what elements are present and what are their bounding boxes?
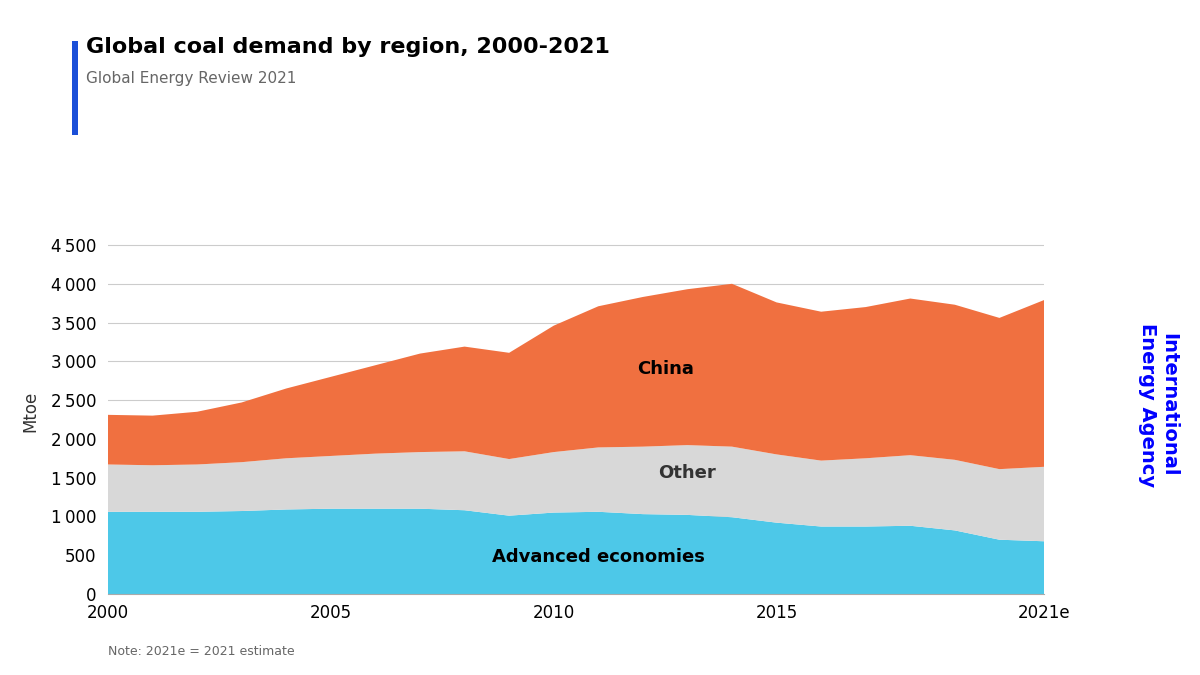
Text: Advanced economies: Advanced economies xyxy=(492,548,704,566)
Text: International
Energy Agency: International Energy Agency xyxy=(1138,323,1178,487)
Text: Global Energy Review 2021: Global Energy Review 2021 xyxy=(86,71,296,86)
Text: China: China xyxy=(637,360,694,378)
Text: Note: 2021e = 2021 estimate: Note: 2021e = 2021 estimate xyxy=(108,645,295,658)
Y-axis label: Mtoe: Mtoe xyxy=(22,391,40,433)
Text: Global coal demand by region, 2000-2021: Global coal demand by region, 2000-2021 xyxy=(86,37,611,57)
Text: Other: Other xyxy=(659,464,716,482)
